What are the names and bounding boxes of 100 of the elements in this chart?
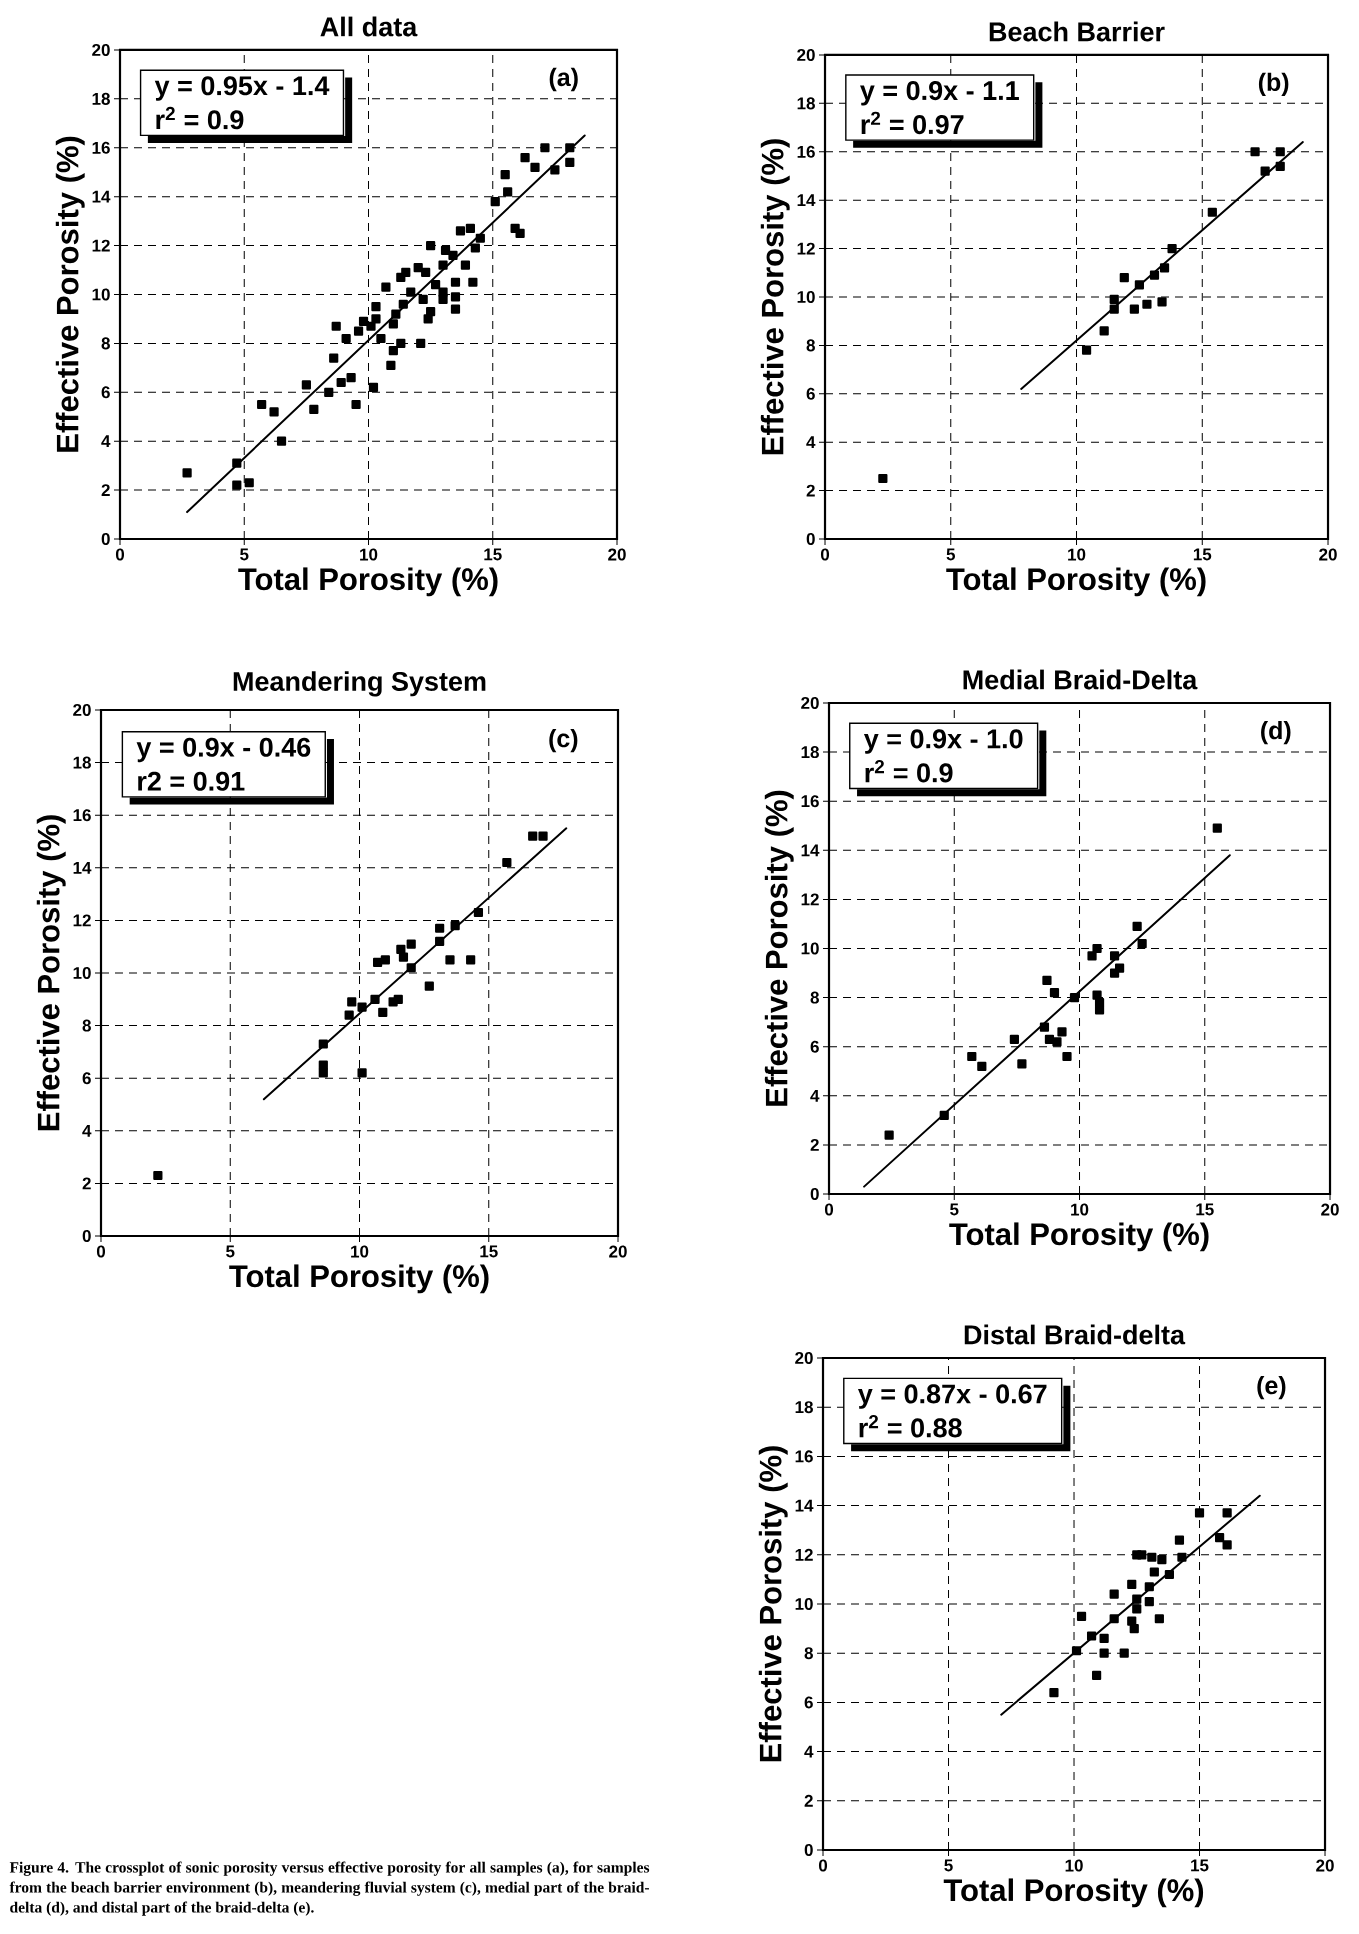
point (1049, 1687, 1059, 1698)
annotation: y = 0.9x - 1.0 (863, 729, 1023, 754)
y-axis-title: Effective Porosity (%) (758, 1446, 788, 1762)
y-tick-label: 0 (810, 1187, 819, 1201)
point (1109, 951, 1120, 961)
point (1250, 147, 1260, 157)
point (1159, 263, 1170, 273)
x-tick-label: 15 (1193, 548, 1212, 561)
point (393, 994, 403, 1004)
annotation: y = 0.9x - 1.1 (860, 81, 1019, 106)
point (1094, 1005, 1105, 1015)
x-tick-label: 5 (950, 1203, 959, 1216)
y-tick-label: 6 (806, 387, 815, 400)
point (450, 921, 460, 931)
y-tick-label: 8 (806, 339, 815, 352)
point (1177, 1552, 1187, 1562)
y-tick-label: 16 (795, 1450, 813, 1463)
point (1009, 1034, 1019, 1044)
y-tick-label: 20 (797, 48, 815, 61)
y-tick-label: 20 (73, 703, 91, 717)
x-tick-label: 10 (1065, 1859, 1083, 1872)
y-tick-label: 4 (806, 436, 816, 449)
point (1174, 1535, 1185, 1545)
annotation: y = 0.9x - 0.46 (136, 737, 311, 763)
annotation: r$^{2}$ = 0.9 (156, 106, 244, 130)
y-tick-label: 8 (82, 1019, 91, 1032)
point (1144, 1582, 1154, 1592)
point (967, 1051, 977, 1062)
point (1119, 273, 1129, 283)
point (1062, 1051, 1072, 1062)
point (357, 1002, 367, 1012)
y-axis-title: Effective Porosity (%) (760, 139, 790, 455)
annotation: r$^{2}$ = 0.9 (865, 759, 953, 783)
x-tick-label: 5 (946, 548, 956, 561)
x-tick-label: 10 (360, 548, 378, 561)
point (1052, 1037, 1062, 1047)
y-tick-label: 2 (810, 1138, 819, 1151)
y-tick-label: 12 (92, 239, 110, 252)
point (1222, 1540, 1232, 1550)
point (1132, 1594, 1142, 1604)
point (1092, 990, 1102, 1000)
y-tick-label: 14 (73, 861, 92, 874)
point (1154, 1614, 1164, 1624)
annotation: r$^{2}$ = 0.88 (859, 1415, 962, 1438)
y-tick-label: 10 (92, 288, 110, 301)
point (406, 963, 416, 973)
annotation: y = 0.87x - 0.67 (857, 1384, 1047, 1409)
x-tick-label: 15 (480, 1245, 498, 1258)
y-tick-label: 8 (810, 991, 819, 1004)
point (435, 936, 445, 947)
point (1157, 1555, 1167, 1565)
point (1076, 1611, 1087, 1621)
x-tick-label: 10 (351, 1245, 369, 1258)
point (1081, 345, 1092, 355)
point (153, 1170, 163, 1181)
x-axis-title: Total Porosity (%) (238, 567, 498, 597)
point (878, 473, 888, 484)
point (318, 1068, 328, 1078)
y-axis-title: Effective Porosity (%) (55, 136, 85, 452)
y-tick-label: 6 (810, 1040, 819, 1053)
point (1109, 294, 1119, 304)
point (1149, 1567, 1159, 1577)
y-tick-label: 20 (801, 696, 819, 710)
y-axis-title: Effective Porosity (%) (36, 815, 66, 1131)
point (373, 957, 383, 968)
point (1039, 1022, 1050, 1032)
point (1087, 951, 1097, 961)
point (1086, 1631, 1097, 1641)
x-tick-label: 0 (824, 1203, 834, 1216)
chart-title: Beach Barrier (989, 21, 1165, 42)
point (977, 1061, 987, 1071)
point (318, 1039, 328, 1049)
y-tick-label: 4 (804, 1745, 814, 1758)
point (1071, 1646, 1082, 1656)
point (538, 831, 548, 841)
y-tick-label: 6 (82, 1072, 91, 1085)
x-tick-label: 15 (1191, 1859, 1209, 1872)
point (1109, 304, 1119, 314)
point (1260, 166, 1270, 176)
y-tick-label: 4 (101, 435, 111, 448)
point (1119, 1648, 1129, 1658)
x-tick-label: 0 (820, 548, 830, 561)
y-tick-label: 12 (801, 893, 819, 906)
y-tick-label: 10 (801, 942, 819, 955)
point (380, 955, 390, 965)
y-tick-label: 20 (795, 1351, 813, 1365)
y-tick-label: 18 (73, 756, 91, 769)
point (1042, 975, 1052, 985)
y-tick-label: 4 (82, 1124, 92, 1137)
point (1137, 1550, 1147, 1560)
point (1099, 326, 1109, 336)
caption: Figure 4. The crossplot of sonic porosity versus effective porosity for all samples (a), for samples from the beach barrier environment (b), meandering fluvial system (c), medial part of the braid-delta (d), and distal part of the braid-delta (e). (9, 1861, 650, 1916)
annotation: (e) (1257, 1375, 1286, 1400)
chart-title: Meandering System (233, 671, 486, 697)
x-tick-label: 20 (1319, 548, 1337, 561)
chart-title: All data (320, 16, 418, 37)
y-tick-label: 10 (795, 1597, 813, 1611)
point (1069, 992, 1080, 1003)
point (1132, 1604, 1142, 1614)
y-tick-label: 2 (804, 1794, 813, 1807)
